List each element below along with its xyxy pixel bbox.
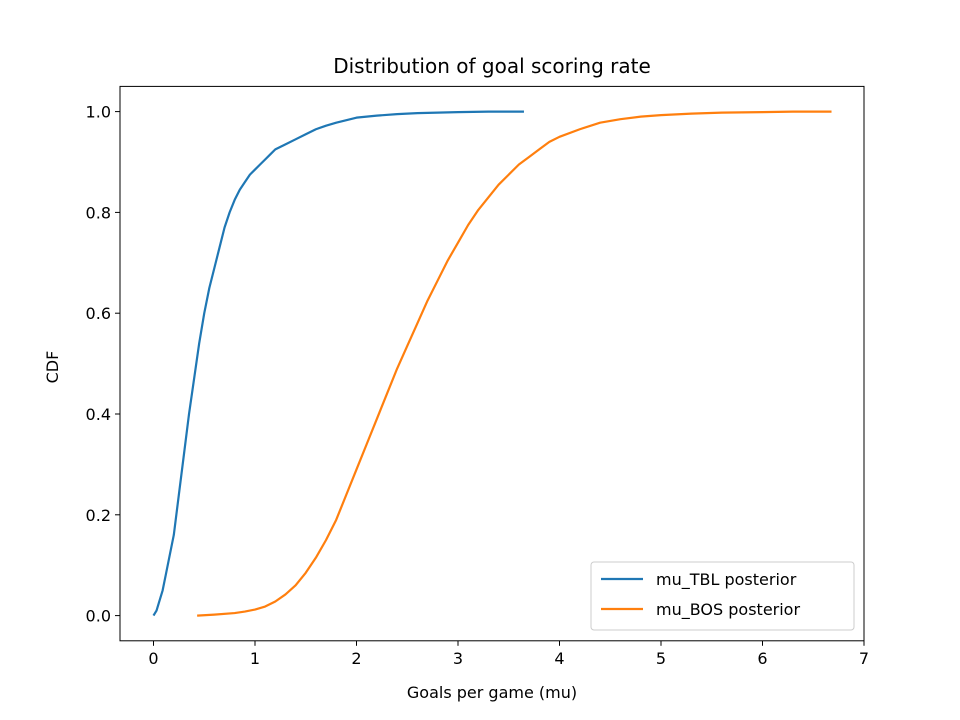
- x-tick-label: 5: [656, 649, 666, 668]
- x-axis-ticks: 0 1 2 3 4 5 6 7: [148, 640, 869, 668]
- y-tick-label: 0.4: [86, 405, 111, 424]
- y-tick-label: 0.6: [86, 304, 111, 323]
- x-tick-label: 6: [757, 649, 767, 668]
- legend-label-tbl: mu_TBL posterior: [656, 570, 797, 590]
- x-tick-label: 3: [453, 649, 463, 668]
- x-tick-label: 2: [351, 649, 361, 668]
- y-axis-label: CDF: [43, 351, 62, 384]
- x-tick-label: 4: [554, 649, 564, 668]
- plot-area: 0 1 2 3 4 5 6 7 0.0 0.2 0.4 0.6 0.8 1.0: [86, 85, 869, 668]
- y-tick-label: 0.0: [86, 607, 111, 626]
- x-tick-label: 1: [250, 649, 260, 668]
- y-axis-ticks: 0.0 0.2 0.4 0.6 0.8 1.0: [86, 103, 120, 626]
- y-tick-label: 0.2: [86, 506, 111, 525]
- x-axis-label: Goals per game (mu): [407, 683, 577, 702]
- chart-title: Distribution of goal scoring rate: [333, 54, 651, 78]
- x-tick-label: 0: [148, 649, 158, 668]
- legend: mu_TBL posterior mu_BOS posterior: [590, 561, 855, 631]
- series-line-0: [152, 110, 524, 617]
- series-layer: [152, 110, 832, 617]
- axes-frame: [119, 85, 865, 642]
- legend-label-bos: mu_BOS posterior: [656, 600, 800, 620]
- legend-box: [590, 561, 855, 631]
- y-tick-label: 0.8: [86, 203, 111, 222]
- x-tick-label: 7: [859, 649, 869, 668]
- series-line-1: [197, 110, 832, 617]
- y-tick-label: 1.0: [86, 103, 111, 122]
